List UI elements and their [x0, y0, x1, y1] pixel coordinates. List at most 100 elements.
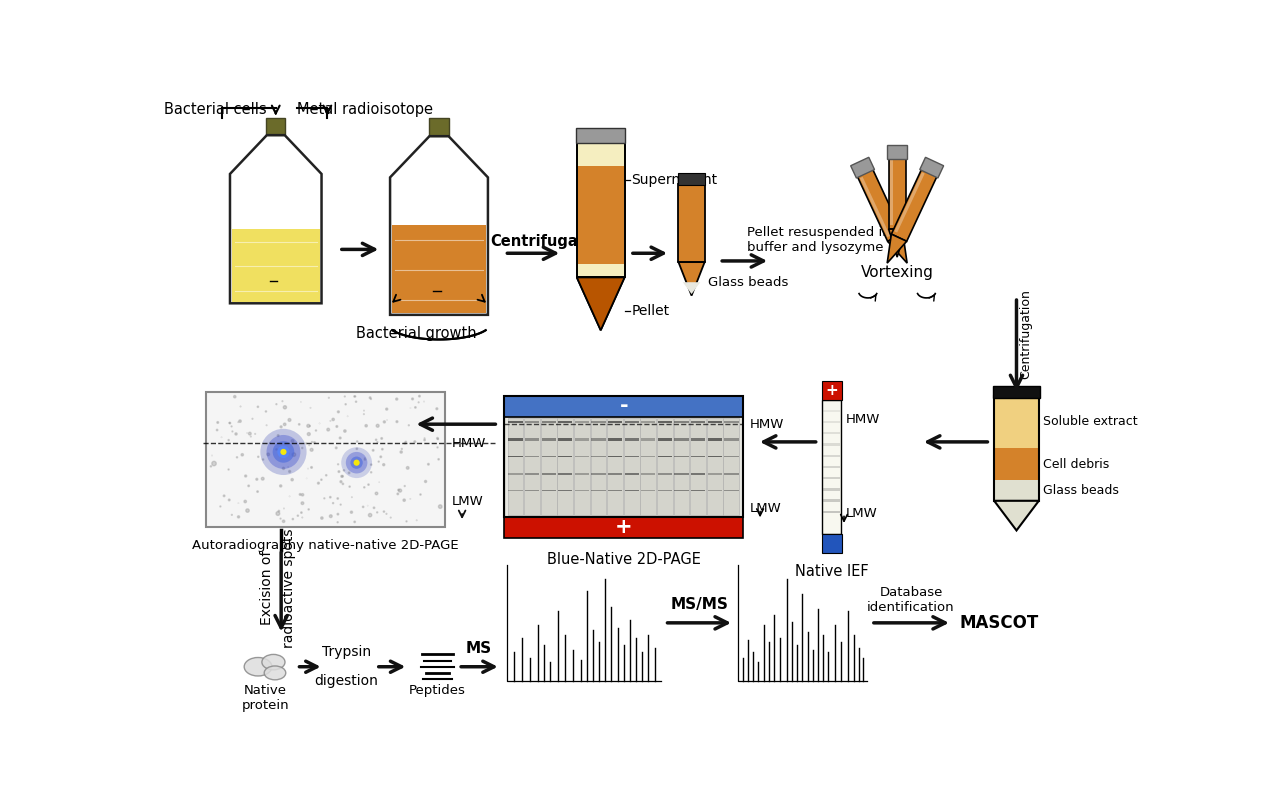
Point — [273, 515, 293, 528]
Point — [326, 441, 346, 454]
Point — [388, 483, 409, 496]
Point — [266, 443, 287, 456]
Point — [390, 484, 410, 497]
Point — [381, 511, 401, 524]
Point — [326, 420, 346, 432]
Bar — [574, 418, 590, 514]
Bar — [707, 418, 722, 514]
Bar — [591, 490, 605, 491]
Point — [270, 512, 291, 525]
Point — [335, 425, 355, 437]
Bar — [641, 490, 656, 491]
Point — [279, 465, 299, 478]
Point — [283, 435, 303, 448]
Bar — [509, 456, 523, 457]
Bar — [692, 438, 706, 440]
Bar — [558, 472, 572, 475]
Bar — [725, 438, 739, 440]
Point — [298, 428, 319, 440]
Bar — [641, 438, 656, 440]
Bar — [207, 392, 445, 526]
Polygon shape — [392, 224, 486, 313]
Text: LMW: LMW — [845, 507, 877, 520]
Point — [430, 500, 450, 513]
Point — [396, 436, 416, 448]
Bar — [575, 472, 589, 475]
Bar — [505, 417, 744, 517]
Bar — [674, 421, 689, 423]
Bar — [429, 118, 449, 136]
Point — [260, 436, 280, 449]
Point — [320, 491, 340, 503]
Point — [273, 462, 293, 475]
Point — [368, 456, 388, 468]
Point — [339, 467, 359, 479]
Bar — [994, 448, 1039, 480]
Polygon shape — [994, 501, 1039, 530]
Point — [395, 479, 415, 492]
Bar — [591, 456, 605, 457]
Bar — [674, 438, 689, 440]
Bar — [708, 421, 722, 423]
Point — [353, 501, 373, 514]
Point — [400, 401, 420, 414]
Bar — [608, 472, 622, 475]
Point — [341, 506, 362, 518]
Point — [236, 470, 256, 483]
Bar — [824, 432, 840, 434]
Circle shape — [280, 449, 287, 455]
Bar — [575, 438, 589, 440]
Point — [292, 488, 312, 501]
Point — [301, 401, 321, 414]
Point — [227, 451, 247, 463]
Point — [428, 441, 448, 454]
Point — [419, 458, 439, 471]
Text: Vortexing: Vortexing — [860, 265, 934, 280]
Point — [256, 405, 277, 418]
Bar — [725, 456, 739, 457]
Point — [220, 417, 240, 429]
Point — [228, 510, 249, 523]
Point — [298, 503, 319, 516]
Bar — [525, 438, 539, 440]
Bar — [575, 421, 589, 423]
Point — [429, 453, 449, 466]
Text: HMW: HMW — [749, 417, 784, 431]
Point — [301, 461, 321, 474]
Point — [387, 487, 407, 500]
Bar — [708, 472, 722, 475]
Bar — [824, 510, 840, 513]
Bar — [994, 480, 1039, 501]
Point — [335, 390, 355, 403]
Text: -: - — [619, 397, 628, 417]
Point — [354, 481, 374, 494]
Point — [354, 408, 374, 421]
Text: Cell debris: Cell debris — [1043, 457, 1109, 471]
Polygon shape — [887, 145, 907, 158]
Point — [316, 469, 336, 482]
Polygon shape — [231, 230, 320, 302]
Point — [393, 494, 414, 506]
Bar — [657, 472, 673, 475]
Point — [220, 417, 240, 429]
Point — [222, 509, 242, 522]
Point — [273, 395, 293, 408]
Bar — [674, 456, 689, 457]
Bar — [541, 418, 557, 514]
Polygon shape — [857, 169, 904, 242]
Point — [284, 448, 305, 461]
Point — [253, 472, 273, 485]
Bar — [824, 444, 840, 446]
Bar — [624, 490, 638, 491]
Bar — [822, 400, 841, 534]
Bar — [824, 455, 840, 457]
Point — [297, 472, 317, 485]
Bar — [506, 565, 661, 681]
Bar — [692, 472, 706, 475]
Bar — [994, 396, 1039, 501]
Point — [358, 479, 378, 491]
Point — [302, 436, 322, 448]
Point — [344, 515, 364, 528]
Point — [346, 442, 367, 455]
Point — [279, 413, 299, 426]
